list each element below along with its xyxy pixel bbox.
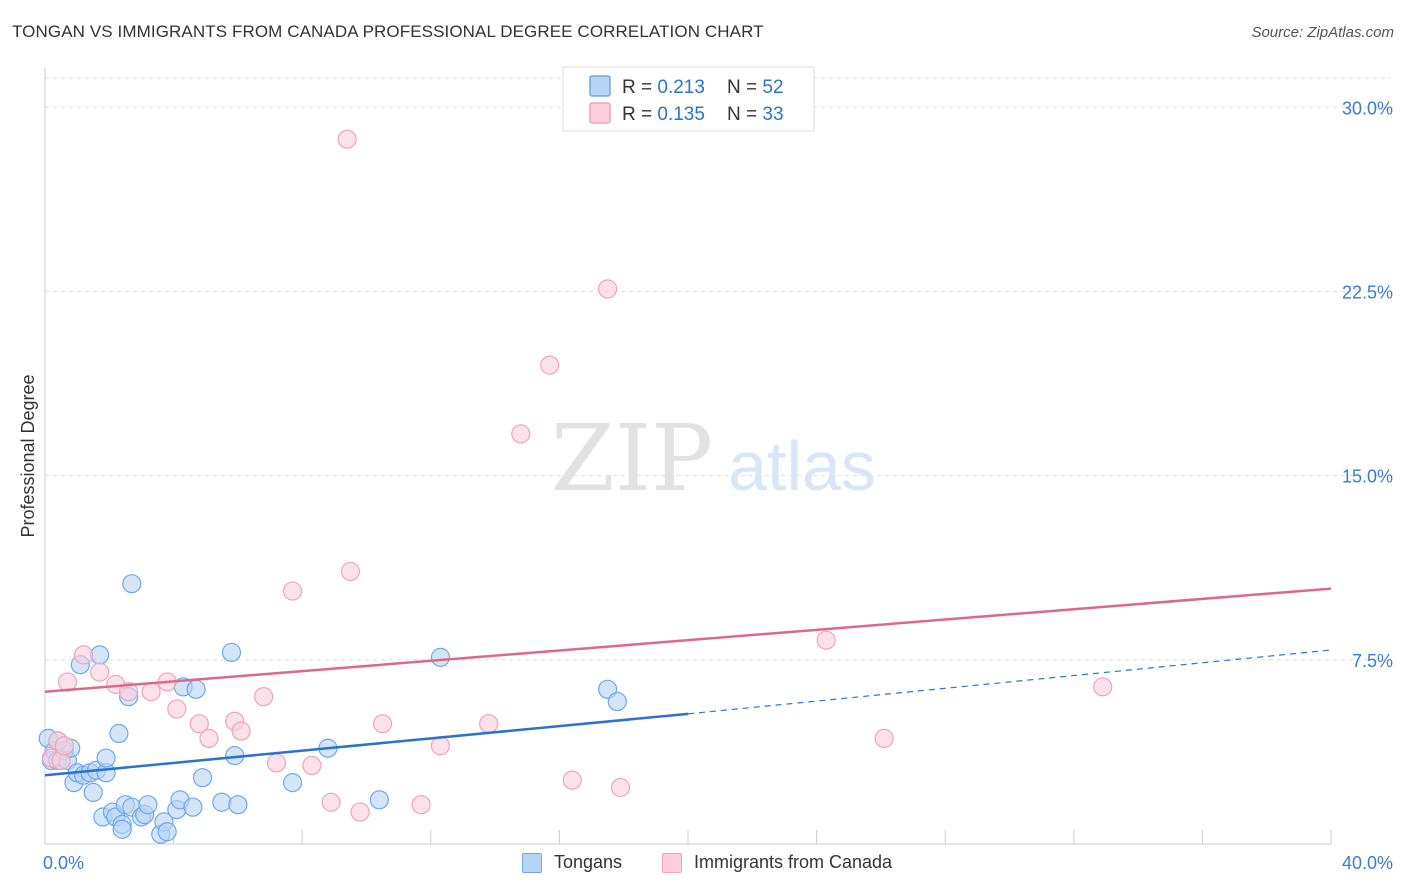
legend-swatch-tongans [589,75,611,97]
tongans-point [430,647,451,667]
tongans-point [83,782,103,803]
canada-point [816,630,836,650]
tongans-point [607,691,627,712]
watermark-atlas: atlas [728,427,876,505]
legend-n-label-2: N = [727,104,762,125]
x-tick-label: 0.0% [43,853,84,873]
legend-swatch-canada [589,102,611,124]
canada-trend-line [44,587,1332,693]
svg-text:R = 0.213: R = 0.213 [622,77,705,98]
y-tick-label: 30.0% [1342,98,1393,118]
y-axis-label: Professional Degree [18,374,38,537]
tongans-point [90,645,110,665]
canada-point [90,662,110,682]
tongans-point [212,792,232,812]
canada-point [118,682,139,702]
canada-point [350,802,370,822]
source-label: Source: ZipAtlas.com [1251,24,1394,41]
tongans-point [122,574,142,594]
tongans-point [282,773,303,793]
tongans-trend-line [44,712,689,777]
tongans-point [112,819,132,839]
tongans-point [369,790,389,810]
svg-text:R = 0.135: R = 0.135 [622,104,705,125]
canada-point [340,561,361,582]
legend-r-value-1: 0.213 [657,77,705,98]
legend-r-value-2: 0.135 [657,104,705,125]
svg-text:N = 52: N = 52 [727,77,784,98]
canada-point [254,687,274,707]
canada-point [141,682,161,702]
watermark-zip: ZIP [551,405,713,512]
legend-label-tongans: Tongans [554,852,623,872]
legend-item-canada: Immigrants from Canada [662,852,892,873]
tongans-point [96,748,116,768]
x-axis-ticks [44,830,1332,844]
tongans-point [157,822,177,842]
canada-point [282,581,303,601]
legend-n-value-1: 52 [762,77,783,98]
canada-point [167,699,187,719]
canada-point [302,755,322,776]
svg-text:N = 33: N = 33 [727,104,784,125]
tongans-point [221,642,242,663]
canada-point [610,777,631,798]
canada-point [372,714,393,734]
trend-lines [44,587,1332,777]
legend-r-label-1: R = [622,77,657,98]
x-tick-label: 40.0% [1342,853,1393,873]
canada-point [199,728,219,749]
legend-swatch-tongans-bottom [522,852,542,873]
tongans-trend-line-extension [687,649,1332,715]
canada-point [231,721,251,741]
tongans-point [192,768,213,788]
canada-point [337,129,357,149]
canada-point [321,792,341,812]
grid-lines [45,77,1391,661]
canada-point [598,279,618,299]
tongans-point [186,679,206,699]
legend-n-value-2: 33 [762,104,783,125]
canada-point [1093,677,1113,697]
legend-label-canada: Immigrants from Canada [694,852,893,872]
tongans-point [183,797,203,817]
y-tick-label: 22.5% [1342,282,1393,302]
canada-point [562,770,582,790]
canada-point [73,645,94,665]
y-tick-label: 15.0% [1342,467,1393,487]
x-tick-labels: 0.0% 40.0% [43,853,1393,873]
legend-item-tongans: Tongans [522,852,622,873]
canada-point [189,714,209,734]
legend-r-label-2: R = [622,104,657,125]
canada-point [411,795,431,815]
tongans-point [228,795,248,815]
stats-legend: R = 0.213 N = 52 R = 0.135 N = 33 [562,66,815,132]
y-tick-labels: 7.5% 15.0% 22.5% 30.0% [1342,98,1393,671]
series-legend: Tongans Immigrants from Canada [0,852,1406,878]
watermark: ZIP atlas [551,405,876,512]
canada-point [430,736,451,756]
legend-n-label-1: N = [727,77,762,98]
y-tick-label: 7.5% [1352,651,1393,671]
canada-point [54,736,74,756]
canada-point [874,728,894,749]
legend-swatch-canada-bottom [662,852,682,873]
canada-point [511,424,531,444]
canada-point [479,714,499,734]
tongans-point [138,795,158,815]
canada-point [540,355,560,375]
tongans-point [109,723,129,744]
chart-title: TONGAN VS IMMIGRANTS FROM CANADA PROFESS… [12,22,764,41]
canada-point [266,753,287,773]
